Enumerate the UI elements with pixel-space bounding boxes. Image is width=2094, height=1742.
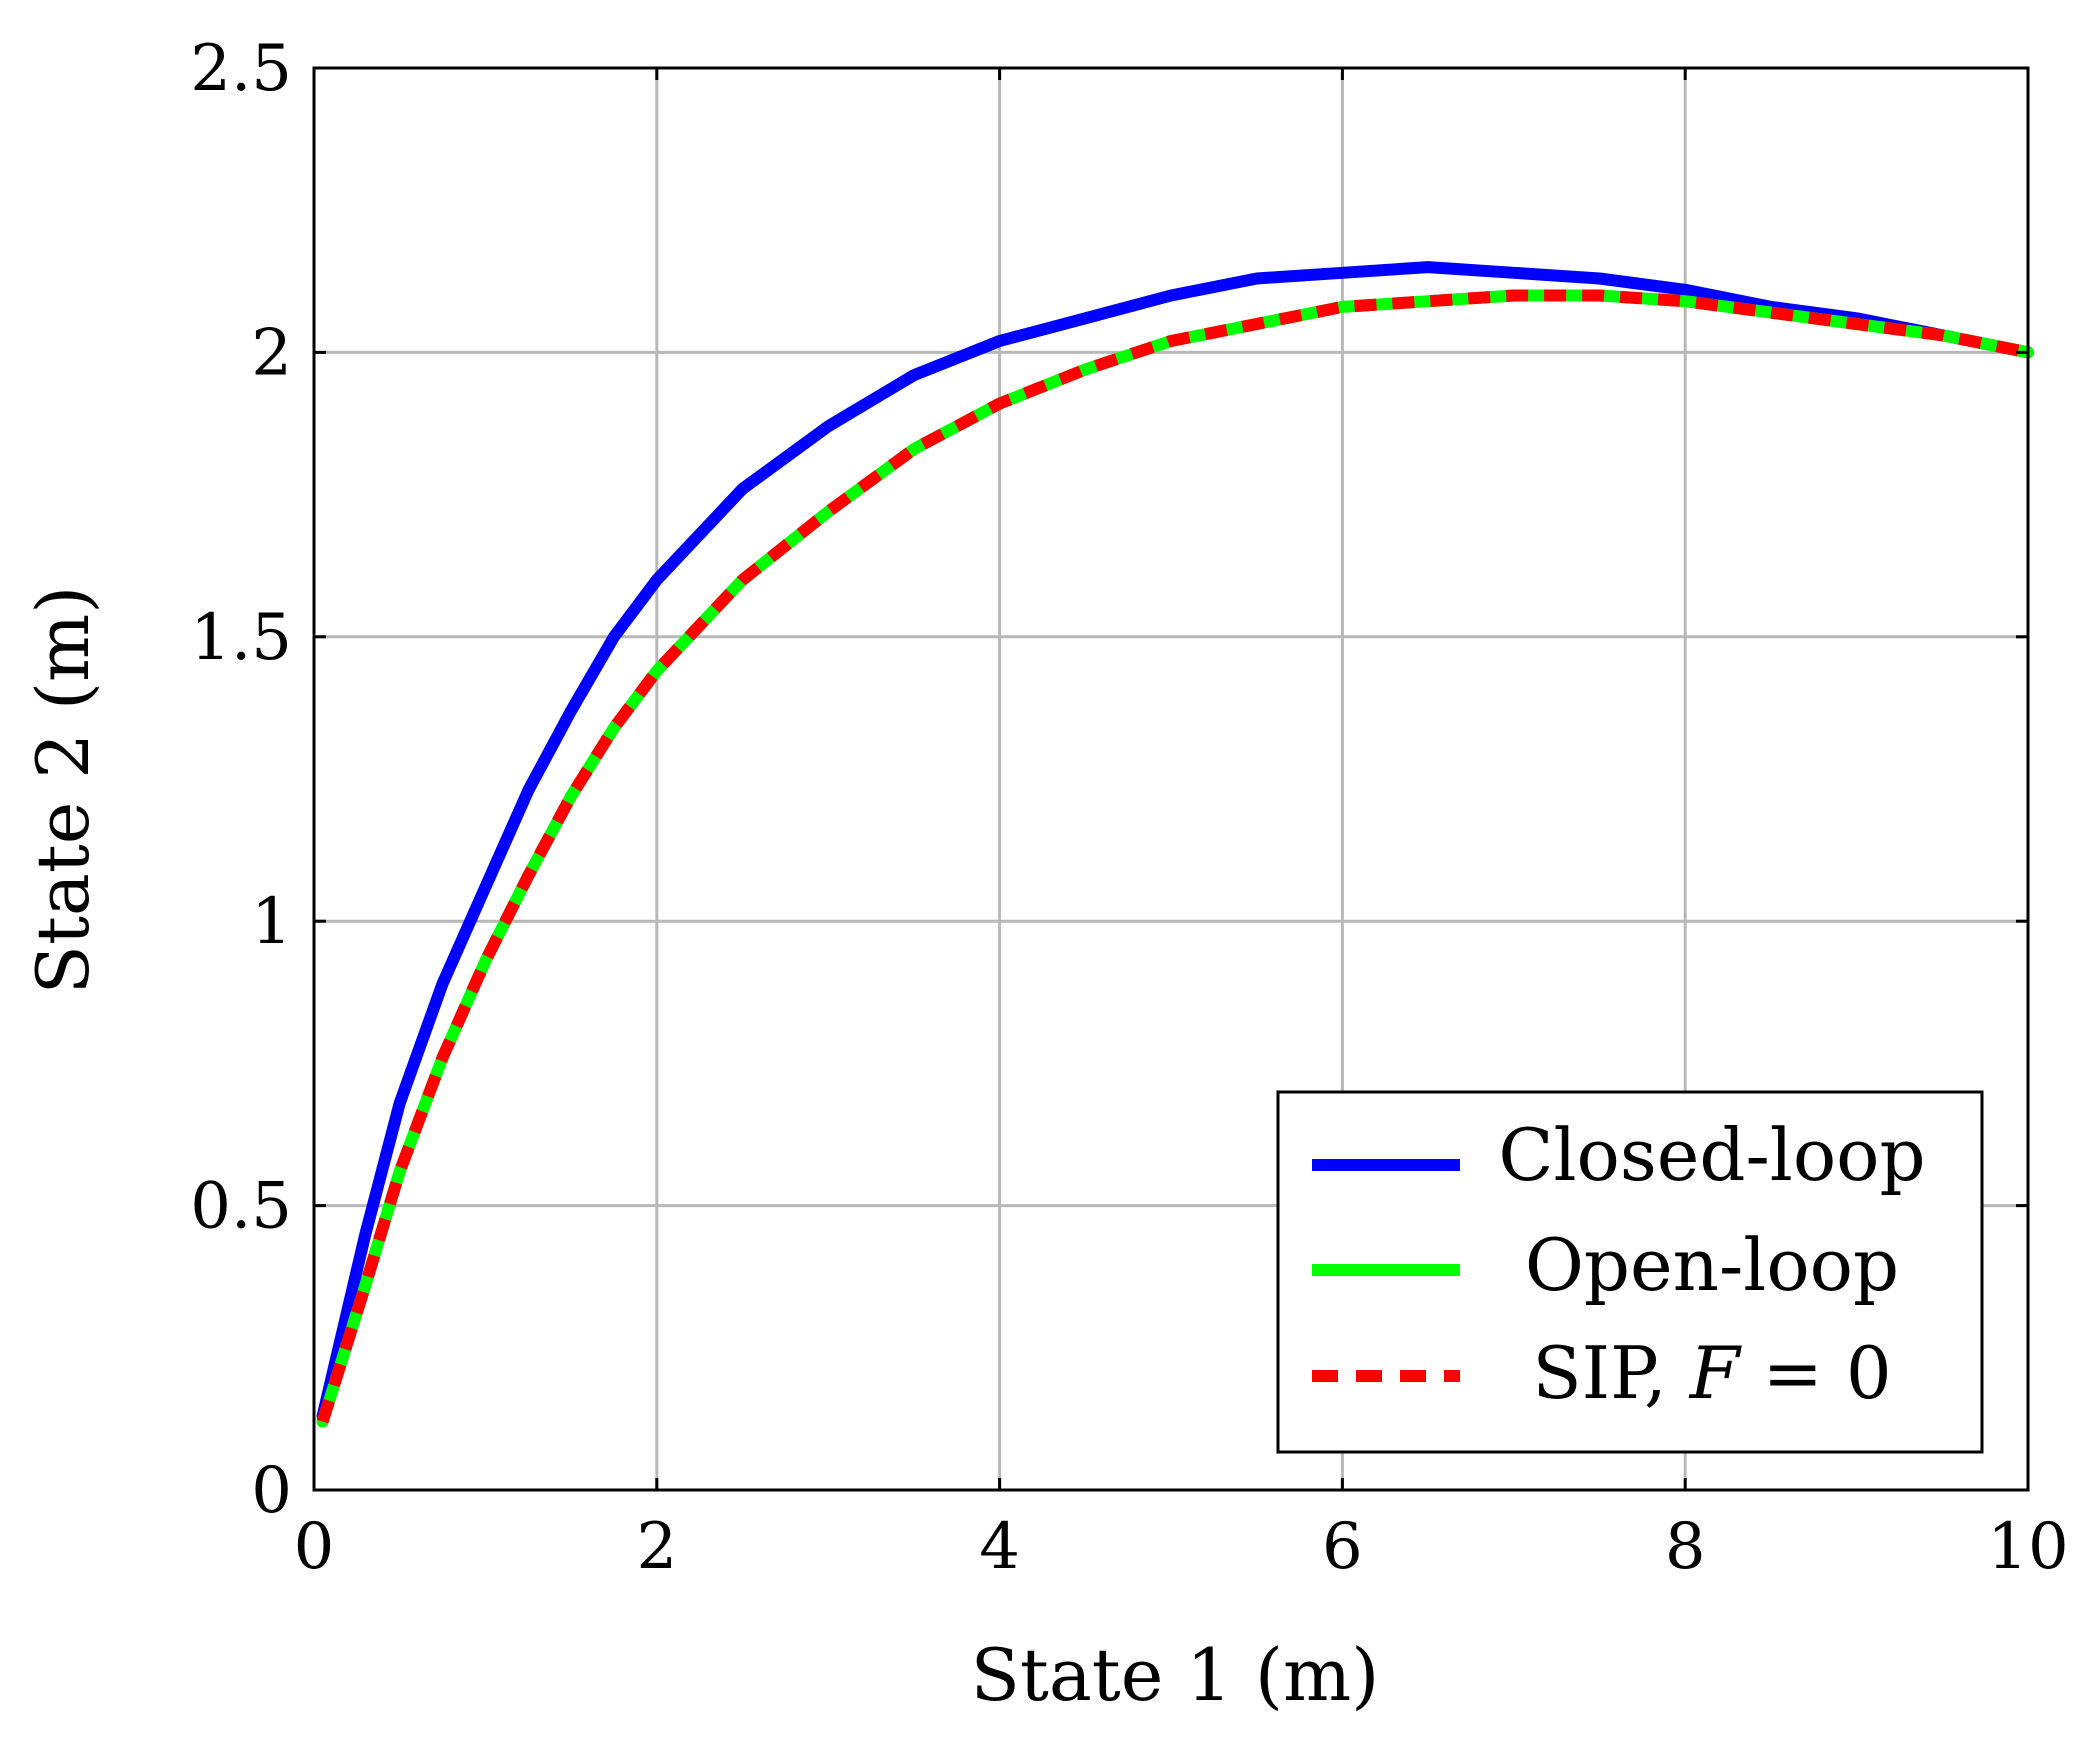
x-ticks: 0 2 4 6 8 10 bbox=[294, 68, 2069, 1584]
y-tick-label: 2 bbox=[251, 316, 292, 390]
x-tick-label: 10 bbox=[1987, 1510, 2068, 1584]
legend-label-sip-var: F bbox=[1688, 1331, 1743, 1415]
y-tick-label: 0.5 bbox=[190, 1170, 292, 1244]
legend-label-sip: SIP, F = 0 bbox=[1532, 1331, 1891, 1415]
x-tick-label: 0 bbox=[294, 1510, 335, 1584]
series-line-sip-f-0 bbox=[316, 289, 2030, 1424]
x-tick-label: 2 bbox=[636, 1510, 677, 1584]
legend-label-closed-loop: Closed-loop bbox=[1498, 1113, 1925, 1197]
legend: Closed-loop Open-loop SIP, F = 0 bbox=[1276, 1090, 1984, 1454]
y-axis-label: State 2 (m) bbox=[21, 586, 105, 995]
series-line-closed-loop bbox=[316, 261, 2034, 1423]
x-tick-label: 8 bbox=[1665, 1510, 1706, 1584]
legend-label-open-loop: Open-loop bbox=[1525, 1223, 1899, 1307]
x-tick-label: 4 bbox=[979, 1510, 1020, 1584]
y-tick-label: 0 bbox=[251, 1454, 292, 1528]
legend-label-sip-suffix: = 0 bbox=[1740, 1331, 1892, 1415]
y-tick-label: 2.5 bbox=[190, 32, 292, 106]
y-tick-label: 1.5 bbox=[190, 601, 292, 675]
legend-label-sip-prefix: SIP, bbox=[1532, 1331, 1689, 1415]
y-tick-label: 1 bbox=[251, 885, 292, 959]
plot-frame bbox=[312, 66, 2030, 1492]
series-group bbox=[316, 261, 2034, 1428]
x-tick-label: 6 bbox=[1322, 1510, 1363, 1584]
x-axis-label: State 1 (m) bbox=[971, 1633, 1380, 1717]
y-ticks: 0 0.5 1 1.5 2 2.5 bbox=[190, 32, 2028, 1528]
